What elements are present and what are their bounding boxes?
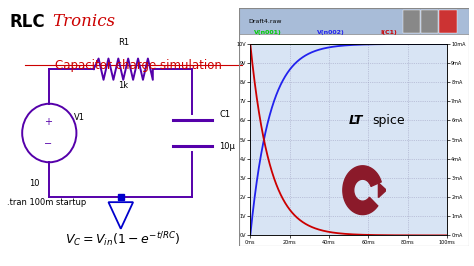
Text: Draft4.raw: Draft4.raw [248, 19, 282, 24]
FancyBboxPatch shape [402, 10, 420, 33]
Text: spice: spice [372, 114, 405, 127]
Text: 1k: 1k [118, 81, 128, 90]
Text: RLC: RLC [10, 13, 46, 31]
Polygon shape [378, 183, 386, 197]
Text: .tran 100m startup: .tran 100m startup [8, 198, 87, 207]
FancyBboxPatch shape [239, 8, 469, 34]
Text: −: − [44, 139, 52, 149]
Text: +: + [44, 117, 52, 127]
Text: I(C1): I(C1) [380, 30, 397, 35]
Text: 10: 10 [29, 179, 40, 188]
FancyBboxPatch shape [439, 10, 456, 33]
Polygon shape [343, 166, 381, 215]
FancyBboxPatch shape [421, 10, 438, 33]
Text: R1: R1 [118, 38, 129, 47]
Polygon shape [109, 202, 133, 229]
Text: $V_C = V_{in}(1 - e^{-t/RC})$: $V_C = V_{in}(1 - e^{-t/RC})$ [65, 230, 181, 249]
Text: 10μ: 10μ [219, 142, 235, 151]
Text: LT: LT [348, 114, 363, 127]
Text: C1: C1 [219, 110, 230, 119]
Text: Tronics: Tronics [52, 13, 115, 30]
Text: V1: V1 [74, 113, 85, 122]
Text: V(n001): V(n001) [254, 30, 282, 35]
Text: V(n002): V(n002) [317, 30, 345, 35]
Text: Capacitor charge simulation: Capacitor charge simulation [55, 59, 221, 72]
